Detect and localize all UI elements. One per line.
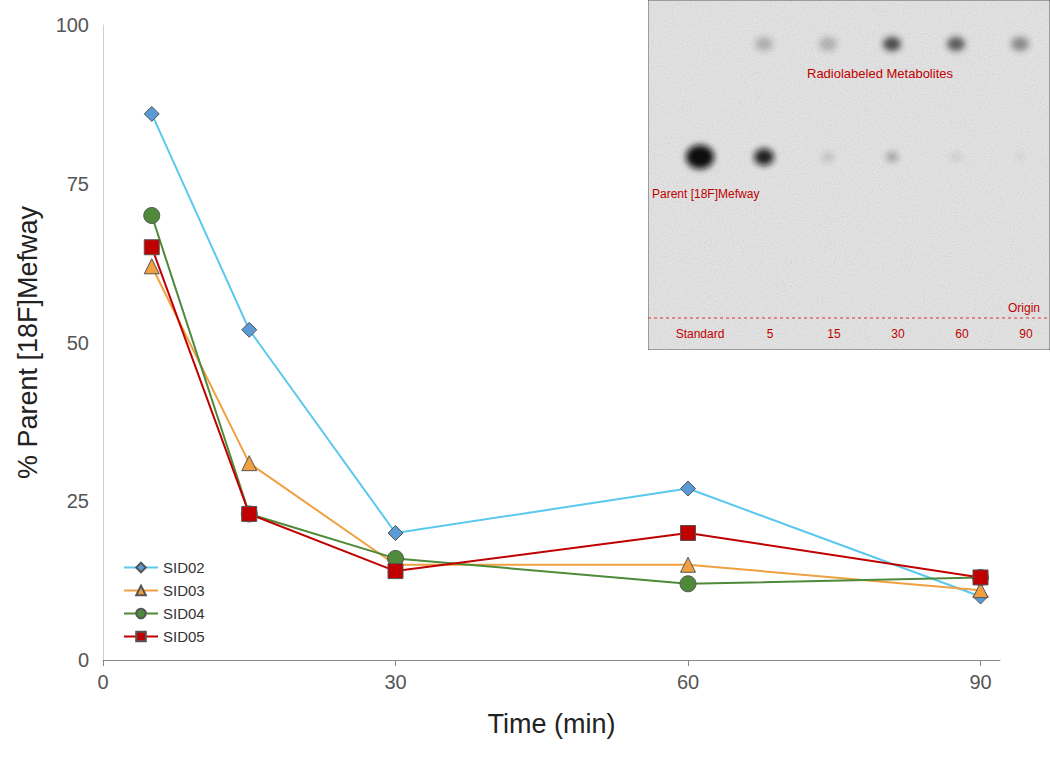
svg-text:% Parent [18F]Mefway: % Parent [18F]Mefway [13,205,43,479]
svg-text:SID05: SID05 [163,628,205,645]
svg-text:0: 0 [78,649,89,671]
svg-text:50: 50 [67,332,89,354]
svg-text:90: 90 [969,671,991,693]
svg-text:Standard: Standard [676,327,725,341]
svg-text:25: 25 [67,490,89,512]
svg-text:15: 15 [827,327,841,341]
svg-text:Time (min): Time (min) [488,709,616,739]
svg-text:75: 75 [67,173,89,195]
svg-text:5: 5 [767,327,774,341]
svg-text:SID03: SID03 [163,582,205,599]
svg-text:SID02: SID02 [163,559,205,576]
svg-text:0: 0 [97,671,108,693]
svg-text:100: 100 [56,14,89,36]
svg-text:SID04: SID04 [163,605,205,622]
svg-text:90: 90 [1019,327,1033,341]
svg-text:30: 30 [891,327,905,341]
svg-text:60: 60 [955,327,969,341]
svg-text:Origin: Origin [1008,301,1040,315]
svg-text:Radiolabeled Metabolites: Radiolabeled Metabolites [807,66,953,81]
svg-text:30: 30 [384,671,406,693]
svg-text:Parent [18F]Mefway: Parent [18F]Mefway [652,187,759,201]
svg-text:60: 60 [677,671,699,693]
